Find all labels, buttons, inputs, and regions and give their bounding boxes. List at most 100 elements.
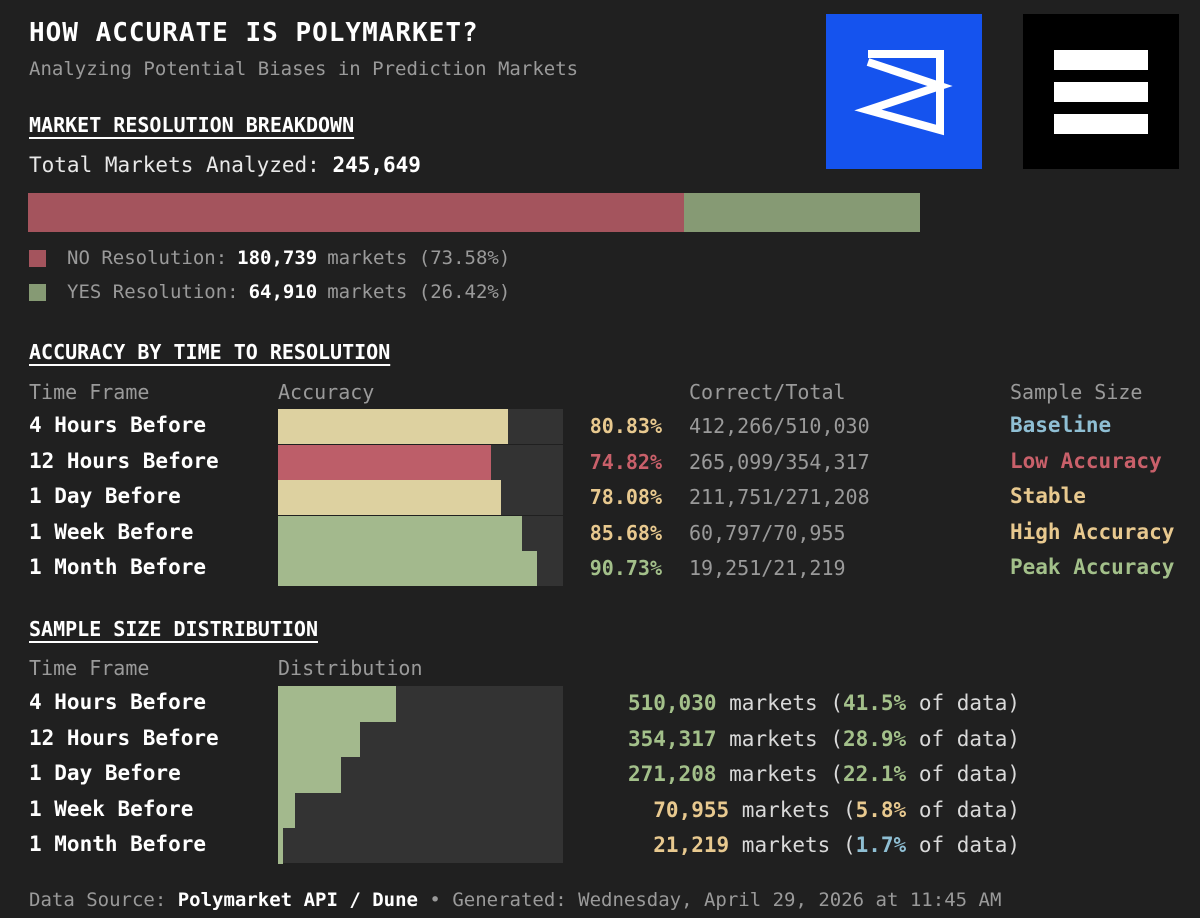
distribution-unit: markets (741, 797, 831, 822)
three-bars-logo-icon (1023, 14, 1179, 169)
resolution-section-title: MARKET RESOLUTION BREAKDOWN (29, 113, 355, 137)
yes-resolution-segment (684, 193, 920, 232)
legend-no: NO Resolution: 180,739 markets (73.58%) (29, 247, 510, 269)
distribution-of-data: of data) (918, 797, 1020, 822)
distribution-share: 5.8% (855, 797, 907, 822)
accuracy-bar (278, 444, 492, 480)
accuracy-bar (278, 409, 509, 444)
accuracy-percent: 85.68% (589, 520, 662, 545)
page-subtitle: Analyzing Potential Biases in Prediction… (29, 58, 579, 80)
accuracy-bar (278, 480, 501, 515)
accuracy-percent: 74.82% (589, 449, 662, 474)
distribution-row-label: 1 Month Before (29, 832, 207, 856)
distribution-text: 354,317 markets (28.9% of data) (627, 726, 1020, 751)
distribution-row-label: 1 Day Before (29, 761, 181, 785)
distribution-header-distribution: Distribution (278, 656, 423, 680)
accuracy-ratio: 412,266/510,030 (689, 414, 870, 438)
distribution-of-data: of data) (918, 726, 1020, 751)
distribution-count: 510,030 (627, 691, 717, 715)
yes-label: YES Resolution: (67, 281, 239, 303)
distribution-unit: markets (729, 762, 818, 786)
no-pct: (73.58%) (418, 247, 511, 269)
distribution-text: 271,208 markets (22.1% of data) (627, 762, 1020, 786)
distribution-unit: markets (729, 691, 818, 715)
accuracy-percent: 78.08% (589, 485, 662, 509)
accuracy-bar-track (278, 480, 563, 515)
distribution-share: 1.7% (855, 833, 907, 857)
distribution-row-label: 12 Hours Before (29, 725, 219, 750)
accuracy-bar-track (278, 444, 563, 480)
sample-size-tag: Baseline (1010, 413, 1112, 437)
accuracy-bar (278, 515, 523, 551)
distribution-header-timeframe: Time Frame (29, 656, 150, 680)
distribution-row-label: 4 Hours Before (29, 690, 207, 714)
no-swatch (29, 249, 46, 267)
generated-text: Generated: Wednesday, April 29, 2026 at … (452, 889, 1002, 911)
distribution-row-label: 1 Week Before (29, 796, 194, 821)
accuracy-row-label: 4 Hours Before (29, 413, 207, 437)
accuracy-header-sample: Sample Size (1010, 380, 1143, 404)
total-value: 245,649 (332, 153, 421, 177)
no-label: NO Resolution: (67, 247, 228, 269)
no-count: 180,739 (237, 247, 318, 269)
distribution-of-data: of data) (918, 833, 1020, 857)
sample-size-tag: Peak Accuracy (1010, 555, 1175, 579)
accuracy-ratio: 60,797/70,955 (689, 520, 846, 545)
accuracy-bar (278, 551, 537, 586)
distribution-text: 510,030 markets (41.5% of data) (627, 691, 1020, 715)
distribution-count: 70,955 (653, 797, 730, 822)
distribution-share: 28.9% (842, 726, 907, 751)
sample-size-tag: High Accuracy (1010, 519, 1175, 544)
sample-size-tag: Stable (1010, 484, 1086, 508)
distribution-unit: markets (729, 726, 818, 751)
distribution-count: 21,219 (653, 833, 730, 857)
accuracy-percent: 80.83% (589, 414, 662, 438)
sample-size-tag: Low Accuracy (1010, 448, 1162, 473)
distribution-share: 41.5% (842, 691, 907, 715)
distribution-text: 21,219 markets (1.7% of data) (653, 833, 1020, 857)
distribution-bar (278, 792, 295, 828)
legend-yes: YES Resolution: 64,910 markets (26.42%) (29, 281, 510, 303)
accuracy-ratio: 265,099/354,317 (689, 449, 870, 474)
source-label: Data Source: (29, 889, 167, 911)
accuracy-bar-track (278, 515, 563, 551)
yes-pct: (26.42%) (418, 281, 511, 303)
distribution-share: 22.1% (842, 762, 907, 786)
no-unit: markets (327, 247, 408, 269)
accuracy-bar-track (278, 551, 563, 586)
page-title: HOW ACCURATE IS POLYMARKET? (29, 18, 479, 48)
total-label: Total Markets Analyzed: (29, 153, 320, 177)
accuracy-ratio: 19,251/21,219 (689, 556, 846, 580)
accuracy-row-label: 1 Week Before (29, 519, 194, 544)
accuracy-header-timeframe: Time Frame (29, 380, 150, 404)
accuracy-header-accuracy: Accuracy (278, 380, 375, 404)
distribution-bar (278, 828, 283, 864)
yes-swatch (29, 283, 46, 301)
distribution-bar (278, 721, 361, 757)
accuracy-row-label: 12 Hours Before (29, 448, 219, 473)
resolution-bar (28, 193, 920, 232)
yes-count: 64,910 (248, 281, 318, 303)
accuracy-section-title: ACCURACY BY TIME TO RESOLUTION (29, 340, 391, 364)
distribution-bar (278, 686, 397, 722)
accuracy-ratio: 211,751/271,208 (689, 485, 870, 509)
accuracy-row-label: 1 Month Before (29, 555, 207, 579)
accuracy-row-label: 1 Day Before (29, 484, 181, 508)
source-value: Polymarket API / Dune (177, 889, 418, 911)
distribution-section-title: SAMPLE SIZE DISTRIBUTION (29, 617, 318, 641)
distribution-count: 271,208 (627, 762, 717, 786)
distribution-of-data: of data) (918, 762, 1020, 786)
distribution-count: 354,317 (627, 726, 717, 751)
total-markets: Total Markets Analyzed: 245,649 (29, 153, 421, 177)
distribution-unit: markets (741, 833, 831, 857)
accuracy-header-ratio: Correct/Total (689, 380, 846, 404)
accuracy-percent: 90.73% (589, 556, 662, 580)
yes-unit: markets (327, 281, 408, 303)
distribution-text: 70,955 markets (5.8% of data) (653, 797, 1020, 822)
accuracy-bar-track (278, 409, 563, 444)
polymarket-logo-icon (826, 14, 982, 169)
footer-separator: • (429, 889, 441, 911)
footer: Data Source: Polymarket API / Dune • Gen… (29, 889, 1001, 911)
no-resolution-segment (28, 193, 685, 232)
distribution-bar (278, 757, 341, 793)
